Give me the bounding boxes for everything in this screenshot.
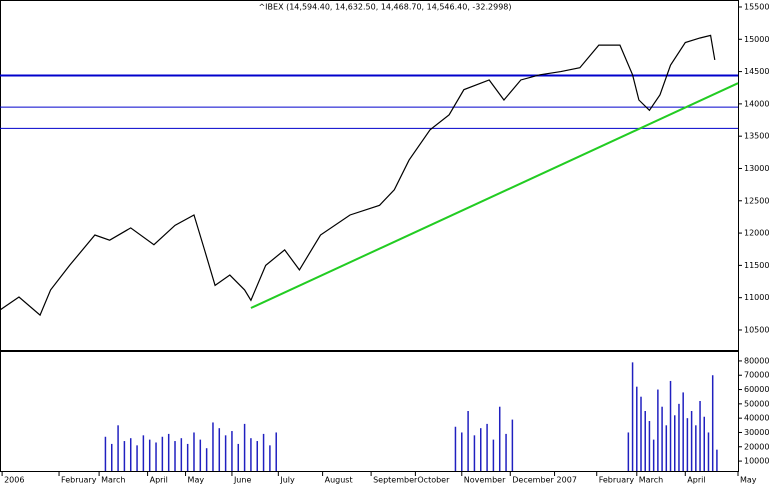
- volume-tick-label: 70000: [744, 371, 769, 380]
- x-tick-label: February: [599, 476, 635, 485]
- x-tick-label: 2006: [4, 476, 24, 485]
- volume-tick-label: 60000: [744, 385, 769, 394]
- price-line: [0, 34, 716, 317]
- y-tick-label: 11500: [744, 261, 769, 270]
- volume-tick-label: 80000: [744, 356, 769, 365]
- price-frame: [0, 0, 739, 351]
- y-tick-label: 11000: [744, 293, 769, 302]
- x-tick-label: February: [61, 476, 97, 485]
- volume-tick-label: 10000: [744, 457, 769, 466]
- y-tick-label: 13000: [744, 164, 769, 173]
- y-tick-label: 13500: [744, 132, 769, 141]
- y-tick-label: 14000: [744, 99, 769, 108]
- x-tick-label: September: [373, 476, 418, 485]
- volume-tick-label: 30000: [744, 428, 769, 437]
- volume-frame: [0, 351, 739, 472]
- volume-tick-label: 40000: [744, 414, 769, 423]
- y-tick-label: 15500: [744, 2, 769, 11]
- y-tick-label: 10500: [744, 325, 769, 334]
- x-tick-label: March: [639, 476, 663, 485]
- x-tick-label: June: [233, 476, 252, 485]
- x-tick-label: March: [101, 476, 125, 485]
- x-tick-label: April: [150, 476, 168, 485]
- y-tick-label: 12500: [744, 196, 769, 205]
- x-tick-label: May: [740, 476, 757, 485]
- trendline: [250, 82, 739, 309]
- x-tick-label: April: [687, 476, 705, 485]
- x-tick-label: July: [279, 476, 295, 485]
- x-tick-label: December: [512, 476, 554, 485]
- x-tick-label: May: [188, 476, 205, 485]
- chart-title: ^IBEX (14,594.40, 14,632.50, 14,468.70, …: [258, 3, 511, 12]
- x-tick-label: August: [325, 476, 353, 485]
- x-tick-label: November: [464, 476, 506, 485]
- y-tick-label: 14500: [744, 67, 769, 76]
- y-tick-label: 12000: [744, 229, 769, 238]
- volume-tick-label: 50000: [744, 399, 769, 408]
- volume-tick-label: 20000: [744, 442, 769, 451]
- x-tick-label: October: [417, 476, 450, 485]
- y-tick-label: 15000: [744, 35, 769, 44]
- x-tick-label: 2007: [557, 476, 577, 485]
